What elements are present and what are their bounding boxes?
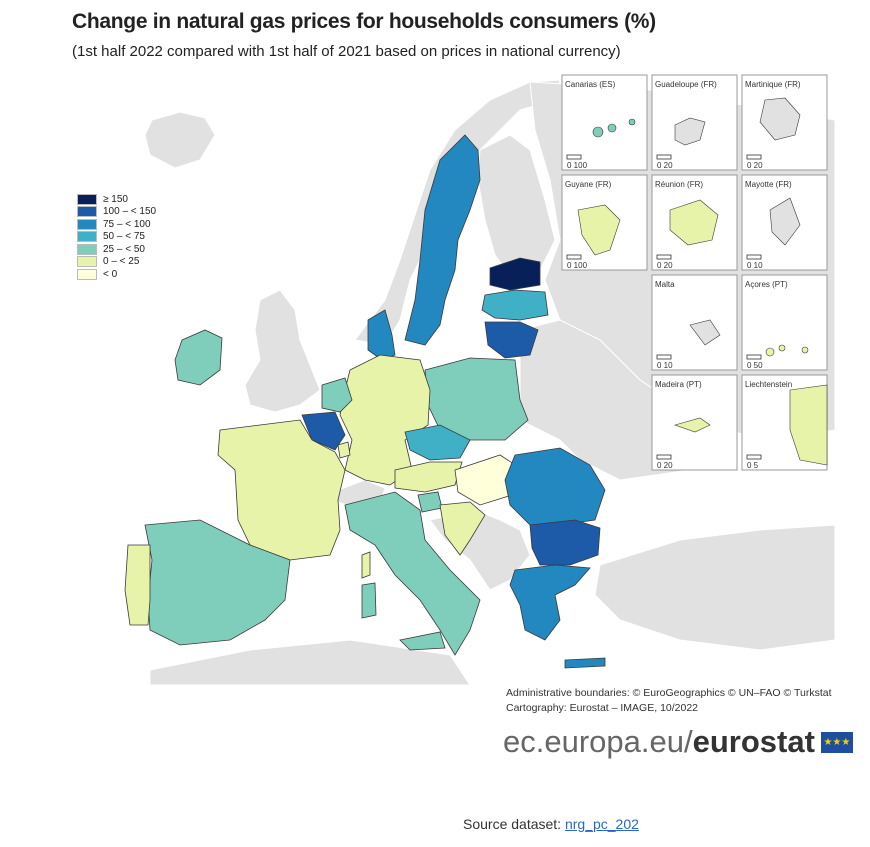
legend-swatch — [77, 231, 97, 243]
legend-swatch — [77, 218, 97, 230]
scale-label: 0 20 — [747, 161, 763, 170]
legend-item: 25 – < 50 — [77, 243, 156, 256]
scale-label: 0 5 — [747, 461, 759, 470]
country-corsica — [361, 551, 371, 579]
inset-acores — [741, 274, 828, 371]
scale-label: 0 10 — [747, 261, 763, 270]
legend-label: 0 – < 25 — [103, 256, 140, 268]
inset-title: Canarias (ES) — [565, 80, 616, 89]
inset-title: Liechtenstein — [745, 380, 792, 389]
country-ireland — [174, 329, 223, 386]
country-sweden — [404, 134, 481, 346]
inset-title: Mayotte (FR) — [745, 180, 792, 189]
country-france — [217, 419, 346, 561]
country-italy — [344, 491, 481, 656]
scale-bar — [656, 154, 672, 160]
country-slovenia — [417, 491, 443, 513]
legend-label: < 0 — [103, 268, 118, 280]
country-sicily — [399, 631, 446, 651]
eu-flag-icon: ★★★ — [820, 731, 853, 753]
brand-name: eurostat — [692, 724, 815, 759]
inset-title: Açores (PT) — [745, 280, 788, 289]
source-link[interactable]: nrg_pc_202 — [564, 816, 639, 832]
scale-label: 0 100 — [567, 161, 588, 170]
scale-label: 0 50 — [747, 361, 763, 370]
inset-mayotte — [741, 174, 828, 271]
legend-item: 100 – < 150 — [77, 206, 156, 219]
scale-label: 0 20 — [657, 261, 673, 270]
region-uk — [244, 289, 321, 413]
country-luxembourg — [337, 441, 351, 459]
scale-bar — [746, 154, 762, 160]
europe-map: Canarias (ES) 0 100 Guadeloupe (FR) 0 20 Mar… — [124, 74, 835, 685]
country-czechia — [404, 424, 471, 461]
scale-label: 0 100 — [567, 261, 588, 270]
region-north-africa — [149, 639, 471, 685]
scale-bar — [656, 354, 672, 360]
country-lithuania — [484, 321, 539, 359]
scale-bar — [746, 454, 762, 460]
legend-swatch — [77, 193, 97, 205]
scale-bar — [746, 254, 762, 260]
country-portugal — [124, 544, 151, 626]
legend-item: 50 – < 75 — [77, 231, 156, 244]
scale-label: 0 10 — [657, 361, 673, 370]
scale-bar — [566, 254, 582, 260]
inset-title: Guyane (FR) — [565, 180, 612, 189]
country-netherlands — [321, 377, 353, 413]
inset-title: Malta — [655, 280, 675, 289]
region-turkey — [594, 524, 835, 651]
country-bulgaria — [529, 519, 601, 566]
credits: Administrative boundaries: © EuroGeograp… — [506, 686, 832, 716]
eurostat-brand: ec.europa.eu/eurostat ★★★ — [503, 724, 853, 760]
scale-bar — [656, 254, 672, 260]
country-austria — [394, 461, 463, 493]
source-label: Source dataset: — [463, 816, 565, 832]
legend-label: ≥ 150 — [103, 193, 128, 205]
country-sardinia — [361, 582, 377, 619]
country-latvia — [481, 289, 549, 321]
country-estonia — [489, 257, 541, 291]
country-crete — [564, 657, 606, 669]
country-greece — [509, 564, 591, 641]
scale-bar — [746, 354, 762, 360]
map-subtitle: (1st half 2022 compared with 1st half of… — [72, 43, 621, 60]
map-title: Change in natural gas prices for househo… — [72, 10, 656, 33]
legend: ≥ 150 100 – < 150 75 – < 100 50 – < 75 25 – … — [77, 193, 156, 281]
inset-malta — [651, 274, 738, 371]
inset-title: Guadeloupe (FR) — [655, 80, 717, 89]
legend-swatch — [77, 243, 97, 255]
credits-line1: Administrative boundaries: © EuroGeograp… — [506, 687, 832, 699]
scale-label: 0 20 — [657, 161, 673, 170]
inset-title: Réunion (FR) — [655, 180, 703, 189]
country-poland — [424, 357, 529, 441]
credits-line2: Cartography: Eurostat – IMAGE, 10/2022 — [506, 702, 699, 714]
brand-domain: ec.europa.eu/ — [503, 724, 693, 759]
scale-label: 0 20 — [657, 461, 673, 470]
scale-bar — [566, 154, 582, 160]
legend-label: 25 – < 50 — [103, 243, 145, 255]
legend-item: 75 – < 100 — [77, 218, 156, 231]
legend-item: < 0 — [77, 268, 156, 281]
country-croatia — [439, 501, 486, 556]
inset-title: Martinique (FR) — [745, 80, 801, 89]
legend-item: 0 – < 25 — [77, 256, 156, 269]
source-line: Source dataset: nrg_pc_202 — [463, 816, 639, 832]
legend-swatch — [77, 206, 97, 218]
country-belgium — [301, 411, 346, 451]
scale-bar — [656, 454, 672, 460]
legend-swatch — [77, 256, 97, 268]
legend-label: 75 – < 100 — [103, 218, 151, 230]
legend-label: 50 – < 75 — [103, 231, 145, 243]
legend-item: ≥ 150 — [77, 193, 156, 206]
country-denmark — [367, 309, 396, 361]
legend-swatch — [77, 268, 97, 280]
region-iceland — [144, 111, 216, 169]
inset-title: Madeira (PT) — [655, 380, 702, 389]
legend-label: 100 – < 150 — [103, 206, 157, 218]
